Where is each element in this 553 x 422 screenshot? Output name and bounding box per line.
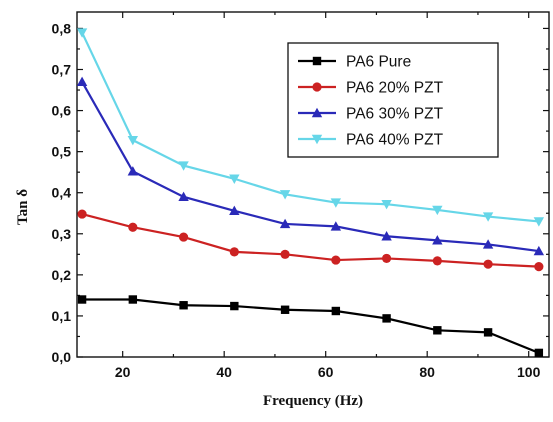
data-point xyxy=(280,305,290,314)
data-point xyxy=(230,301,239,311)
data-point xyxy=(279,190,291,200)
data-point xyxy=(483,259,493,269)
data-point xyxy=(330,198,342,208)
data-point xyxy=(482,239,494,249)
data-point xyxy=(229,205,240,215)
data-point xyxy=(76,76,88,87)
legend-label: PA6 Pure xyxy=(346,54,411,71)
legend-marker xyxy=(312,82,322,92)
data-point xyxy=(382,314,391,323)
data-point xyxy=(178,161,189,171)
data-point xyxy=(534,348,544,358)
x-tick-label: 100 xyxy=(517,364,541,380)
data-point xyxy=(432,205,443,216)
legend-label: PA6 40% PZT xyxy=(346,132,444,149)
data-point xyxy=(330,221,342,231)
data-point xyxy=(331,306,341,316)
y-tick-label: 0,7 xyxy=(52,62,72,78)
y-tick-label: 0,0 xyxy=(52,349,72,365)
legend-marker xyxy=(312,56,322,66)
y-tick-label: 0,5 xyxy=(52,144,72,160)
y-tick-label: 0,2 xyxy=(52,267,72,283)
data-point xyxy=(483,328,493,337)
data-point xyxy=(127,166,139,176)
data-point xyxy=(432,235,443,245)
data-point xyxy=(77,295,87,304)
data-point xyxy=(381,253,392,264)
data-point xyxy=(280,249,290,259)
legend: PA6 Pure PA6 20% PZT PA6 30% PZT PA6 40% PZ… xyxy=(287,42,499,158)
data-point xyxy=(127,135,139,146)
data-point xyxy=(229,247,239,257)
series-layer xyxy=(76,28,545,358)
data-point xyxy=(533,217,545,227)
series-line-2 xyxy=(81,81,539,253)
data-point xyxy=(178,191,189,202)
x-tick-label: 80 xyxy=(419,364,435,380)
plot-frame xyxy=(76,11,550,358)
series-line-3 xyxy=(81,32,539,223)
y-tick-label: 0,6 xyxy=(52,103,72,119)
x-tick-label: 60 xyxy=(318,364,334,380)
data-point xyxy=(178,232,189,242)
y-tick-label: 0,3 xyxy=(52,226,72,242)
data-point xyxy=(331,255,341,265)
legend-marker xyxy=(311,134,323,145)
axes: 20 40 60 80 100 0,0 0,1 0,2 0,3 0,4 0,5 0,6 0,7 0,8 xyxy=(52,11,550,380)
data-point xyxy=(433,326,442,335)
x-axis-title: Frequency (Hz) xyxy=(263,393,363,409)
y-tick-label: 0,4 xyxy=(52,185,72,201)
legend-marker xyxy=(311,107,323,118)
y-tick-label: 0,1 xyxy=(52,308,72,324)
data-point xyxy=(179,301,188,310)
data-point xyxy=(77,209,87,219)
series-line-1 xyxy=(81,213,539,268)
data-point xyxy=(279,218,291,229)
data-point xyxy=(381,200,392,210)
data-point xyxy=(381,231,392,241)
y-axis-title: Tan δ xyxy=(15,189,31,225)
data-point xyxy=(128,295,138,304)
legend-label: PA6 30% PZT xyxy=(346,106,444,123)
data-point xyxy=(229,174,240,184)
x-tick-label: 20 xyxy=(115,364,131,380)
x-tick-label: 40 xyxy=(216,364,232,380)
data-point xyxy=(534,262,544,272)
data-point xyxy=(533,245,545,256)
data-point xyxy=(432,256,442,266)
y-tick-label: 0,8 xyxy=(52,20,72,36)
data-point xyxy=(482,212,494,222)
data-point xyxy=(76,28,88,38)
legend-label: PA6 20% PZT xyxy=(346,80,444,97)
series-line-0 xyxy=(82,298,540,354)
data-point xyxy=(128,222,138,232)
